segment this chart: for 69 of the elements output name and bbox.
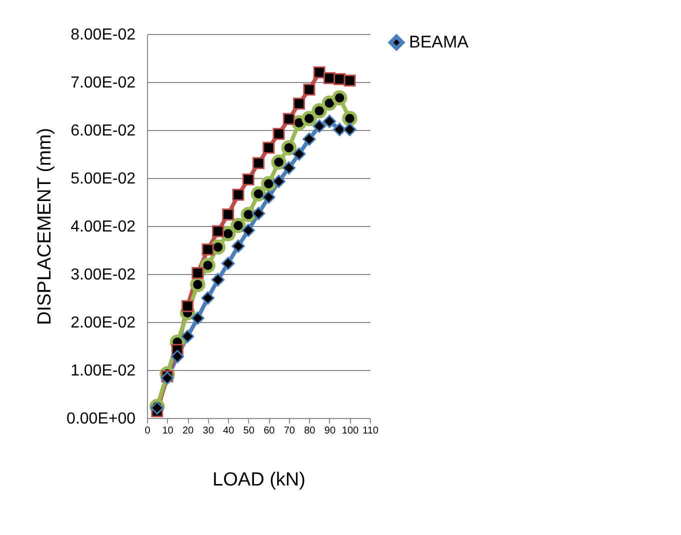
- x-tick-label: 40: [223, 426, 235, 436]
- point: [281, 140, 297, 156]
- point: [282, 161, 296, 175]
- point: [312, 119, 326, 133]
- point: [242, 224, 256, 237]
- point: [292, 147, 306, 161]
- point: [250, 186, 266, 202]
- y-tick-label: 4.00E-02: [70, 218, 136, 236]
- point: [232, 239, 245, 253]
- x-axis-title: LOAD (kN): [212, 470, 306, 490]
- point: [322, 114, 336, 128]
- point: [344, 74, 356, 87]
- point: [313, 66, 326, 78]
- y-tick-label: 8.00E-02: [70, 26, 136, 44]
- point: [232, 188, 244, 201]
- point: [191, 311, 204, 325]
- y-tick-label: 7.00E-02: [70, 74, 136, 92]
- point: [272, 174, 286, 188]
- point: [160, 371, 174, 385]
- x-tick-label: 80: [304, 426, 316, 436]
- point: [252, 206, 266, 220]
- x-tick-label: 60: [264, 426, 276, 436]
- x-tick-label: 110: [362, 426, 379, 436]
- point: [170, 350, 184, 364]
- y-tick-label: 2.00E-02: [70, 314, 136, 332]
- point: [271, 154, 286, 170]
- point: [221, 256, 235, 270]
- point: [312, 103, 327, 118]
- point: [302, 132, 316, 146]
- point: [282, 112, 295, 125]
- point: [303, 84, 316, 96]
- point: [230, 218, 246, 234]
- x-tick-label: 70: [284, 426, 296, 436]
- x-tick-label: 10: [162, 426, 174, 436]
- point: [252, 157, 264, 170]
- x-tick-label: 0: [144, 426, 151, 436]
- point: [192, 267, 204, 280]
- x-tick-label: 50: [243, 426, 255, 436]
- point: [293, 98, 306, 110]
- point: [222, 208, 234, 220]
- y-tick-label: 3.00E-02: [70, 266, 136, 284]
- point: [202, 244, 214, 256]
- legend-label: BEAMA: [409, 32, 470, 52]
- x-tick-label: 20: [182, 426, 194, 436]
- point: [200, 258, 216, 273]
- point: [262, 142, 275, 154]
- x-tick-label: 100: [342, 426, 360, 436]
- x-tick-label: 90: [324, 426, 336, 436]
- x-tick-label: 30: [202, 426, 214, 436]
- point: [212, 225, 224, 238]
- point: [302, 110, 317, 126]
- y-tick-label: 6.00E-02: [70, 122, 136, 140]
- point: [261, 176, 276, 192]
- point: [201, 291, 214, 305]
- point: [272, 128, 285, 140]
- point: [332, 90, 348, 106]
- point: [180, 330, 194, 344]
- y-tick-label: 5.00E-02: [70, 170, 136, 188]
- point: [182, 300, 194, 312]
- y-tick-label: 1.00E-02: [70, 362, 136, 380]
- point: [211, 273, 225, 286]
- y-tick-label: 0.00E+00: [66, 410, 136, 428]
- point: [342, 110, 358, 126]
- point: [242, 173, 254, 186]
- y-axis-title: DISPLACEMENT (mm): [34, 128, 56, 326]
- point: [332, 122, 346, 136]
- point: [343, 122, 356, 136]
- point: [240, 206, 256, 222]
- point: [262, 190, 276, 204]
